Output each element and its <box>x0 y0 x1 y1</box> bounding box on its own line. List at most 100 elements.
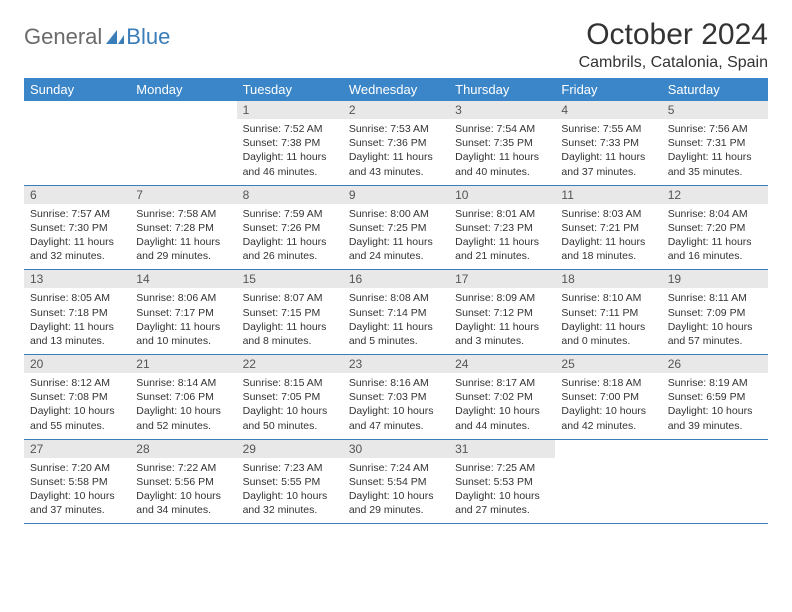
location: Cambrils, Catalonia, Spain <box>579 54 768 72</box>
day-details: Sunrise: 8:15 AMSunset: 7:05 PMDaylight:… <box>237 373 343 439</box>
calendar-day-cell: 11Sunrise: 8:03 AMSunset: 7:21 PMDayligh… <box>555 185 661 270</box>
day-number: 25 <box>555 355 661 373</box>
header: General Blue October 2024 Cambrils, Cata… <box>24 18 768 72</box>
day-details: Sunrise: 8:14 AMSunset: 7:06 PMDaylight:… <box>130 373 236 439</box>
logo-text-blue: Blue <box>126 24 170 50</box>
calendar-day-cell: 8Sunrise: 7:59 AMSunset: 7:26 PMDaylight… <box>237 185 343 270</box>
day-details: Sunrise: 8:05 AMSunset: 7:18 PMDaylight:… <box>24 288 130 354</box>
day-details: Sunrise: 7:20 AMSunset: 5:58 PMDaylight:… <box>24 458 130 524</box>
calendar-day-cell: 31Sunrise: 7:25 AMSunset: 5:53 PMDayligh… <box>449 439 555 524</box>
day-number: 8 <box>237 186 343 204</box>
day-details: Sunrise: 8:18 AMSunset: 7:00 PMDaylight:… <box>555 373 661 439</box>
day-number: 30 <box>343 440 449 458</box>
calendar-day-cell: 28Sunrise: 7:22 AMSunset: 5:56 PMDayligh… <box>130 439 236 524</box>
calendar-day-cell: 4Sunrise: 7:55 AMSunset: 7:33 PMDaylight… <box>555 101 661 185</box>
day-number: 24 <box>449 355 555 373</box>
calendar-day-cell: 5Sunrise: 7:56 AMSunset: 7:31 PMDaylight… <box>662 101 768 185</box>
calendar-week-row: 1Sunrise: 7:52 AMSunset: 7:38 PMDaylight… <box>24 101 768 185</box>
calendar-week-row: 20Sunrise: 8:12 AMSunset: 7:08 PMDayligh… <box>24 355 768 440</box>
day-number: 23 <box>343 355 449 373</box>
calendar-day-cell: 15Sunrise: 8:07 AMSunset: 7:15 PMDayligh… <box>237 270 343 355</box>
calendar-day-cell: 19Sunrise: 8:11 AMSunset: 7:09 PMDayligh… <box>662 270 768 355</box>
calendar-day-cell: 14Sunrise: 8:06 AMSunset: 7:17 PMDayligh… <box>130 270 236 355</box>
weekday-header: Saturday <box>662 78 768 101</box>
title-block: October 2024 Cambrils, Catalonia, Spain <box>579 18 768 72</box>
day-number: 20 <box>24 355 130 373</box>
day-details: Sunrise: 8:12 AMSunset: 7:08 PMDaylight:… <box>24 373 130 439</box>
calendar-day-cell: 2Sunrise: 7:53 AMSunset: 7:36 PMDaylight… <box>343 101 449 185</box>
calendar-day-cell <box>24 101 130 185</box>
calendar-day-cell: 6Sunrise: 7:57 AMSunset: 7:30 PMDaylight… <box>24 185 130 270</box>
day-number: 11 <box>555 186 661 204</box>
calendar-day-cell: 17Sunrise: 8:09 AMSunset: 7:12 PMDayligh… <box>449 270 555 355</box>
day-details: Sunrise: 7:55 AMSunset: 7:33 PMDaylight:… <box>555 119 661 185</box>
weekday-header: Thursday <box>449 78 555 101</box>
calendar-day-cell: 23Sunrise: 8:16 AMSunset: 7:03 PMDayligh… <box>343 355 449 440</box>
calendar-day-cell: 13Sunrise: 8:05 AMSunset: 7:18 PMDayligh… <box>24 270 130 355</box>
day-details: Sunrise: 7:23 AMSunset: 5:55 PMDaylight:… <box>237 458 343 524</box>
day-details: Sunrise: 8:09 AMSunset: 7:12 PMDaylight:… <box>449 288 555 354</box>
day-details: Sunrise: 8:07 AMSunset: 7:15 PMDaylight:… <box>237 288 343 354</box>
day-details: Sunrise: 8:19 AMSunset: 6:59 PMDaylight:… <box>662 373 768 439</box>
month-title: October 2024 <box>579 18 768 52</box>
day-details: Sunrise: 7:59 AMSunset: 7:26 PMDaylight:… <box>237 204 343 270</box>
day-details: Sunrise: 7:56 AMSunset: 7:31 PMDaylight:… <box>662 119 768 185</box>
day-details: Sunrise: 7:58 AMSunset: 7:28 PMDaylight:… <box>130 204 236 270</box>
day-details: Sunrise: 7:24 AMSunset: 5:54 PMDaylight:… <box>343 458 449 524</box>
calendar-week-row: 13Sunrise: 8:05 AMSunset: 7:18 PMDayligh… <box>24 270 768 355</box>
day-details: Sunrise: 8:11 AMSunset: 7:09 PMDaylight:… <box>662 288 768 354</box>
day-number: 28 <box>130 440 236 458</box>
day-details: Sunrise: 8:04 AMSunset: 7:20 PMDaylight:… <box>662 204 768 270</box>
logo-text-general: General <box>24 24 102 50</box>
day-number: 31 <box>449 440 555 458</box>
calendar-week-row: 6Sunrise: 7:57 AMSunset: 7:30 PMDaylight… <box>24 185 768 270</box>
day-details: Sunrise: 7:52 AMSunset: 7:38 PMDaylight:… <box>237 119 343 185</box>
calendar-table: SundayMondayTuesdayWednesdayThursdayFrid… <box>24 78 768 524</box>
calendar-day-cell: 25Sunrise: 8:18 AMSunset: 7:00 PMDayligh… <box>555 355 661 440</box>
calendar-day-cell: 26Sunrise: 8:19 AMSunset: 6:59 PMDayligh… <box>662 355 768 440</box>
day-number: 3 <box>449 101 555 119</box>
calendar-day-cell <box>555 439 661 524</box>
day-number: 16 <box>343 270 449 288</box>
day-number: 7 <box>130 186 236 204</box>
calendar-head: SundayMondayTuesdayWednesdayThursdayFrid… <box>24 78 768 101</box>
calendar-day-cell: 21Sunrise: 8:14 AMSunset: 7:06 PMDayligh… <box>130 355 236 440</box>
day-number: 29 <box>237 440 343 458</box>
day-details: Sunrise: 8:03 AMSunset: 7:21 PMDaylight:… <box>555 204 661 270</box>
logo: General Blue <box>24 24 170 50</box>
calendar-week-row: 27Sunrise: 7:20 AMSunset: 5:58 PMDayligh… <box>24 439 768 524</box>
day-number: 18 <box>555 270 661 288</box>
day-number: 5 <box>662 101 768 119</box>
day-number: 9 <box>343 186 449 204</box>
day-details: Sunrise: 8:17 AMSunset: 7:02 PMDaylight:… <box>449 373 555 439</box>
calendar-day-cell <box>130 101 236 185</box>
day-details: Sunrise: 8:00 AMSunset: 7:25 PMDaylight:… <box>343 204 449 270</box>
day-details: Sunrise: 8:16 AMSunset: 7:03 PMDaylight:… <box>343 373 449 439</box>
day-number: 4 <box>555 101 661 119</box>
day-number: 22 <box>237 355 343 373</box>
day-number: 1 <box>237 101 343 119</box>
calendar-day-cell: 22Sunrise: 8:15 AMSunset: 7:05 PMDayligh… <box>237 355 343 440</box>
weekday-header: Wednesday <box>343 78 449 101</box>
day-number: 10 <box>449 186 555 204</box>
weekday-header: Sunday <box>24 78 130 101</box>
calendar-day-cell: 12Sunrise: 8:04 AMSunset: 7:20 PMDayligh… <box>662 185 768 270</box>
day-number: 13 <box>24 270 130 288</box>
day-number: 14 <box>130 270 236 288</box>
day-details: Sunrise: 7:53 AMSunset: 7:36 PMDaylight:… <box>343 119 449 185</box>
day-number: 12 <box>662 186 768 204</box>
day-details: Sunrise: 8:01 AMSunset: 7:23 PMDaylight:… <box>449 204 555 270</box>
calendar-day-cell: 3Sunrise: 7:54 AMSunset: 7:35 PMDaylight… <box>449 101 555 185</box>
day-details: Sunrise: 7:25 AMSunset: 5:53 PMDaylight:… <box>449 458 555 524</box>
weekday-header: Tuesday <box>237 78 343 101</box>
calendar-day-cell: 20Sunrise: 8:12 AMSunset: 7:08 PMDayligh… <box>24 355 130 440</box>
calendar-day-cell: 24Sunrise: 8:17 AMSunset: 7:02 PMDayligh… <box>449 355 555 440</box>
weekday-header: Monday <box>130 78 236 101</box>
day-details: Sunrise: 8:06 AMSunset: 7:17 PMDaylight:… <box>130 288 236 354</box>
calendar-day-cell: 9Sunrise: 8:00 AMSunset: 7:25 PMDaylight… <box>343 185 449 270</box>
day-details: Sunrise: 7:54 AMSunset: 7:35 PMDaylight:… <box>449 119 555 185</box>
weekday-header: Friday <box>555 78 661 101</box>
day-number: 26 <box>662 355 768 373</box>
day-number: 17 <box>449 270 555 288</box>
calendar-day-cell: 16Sunrise: 8:08 AMSunset: 7:14 PMDayligh… <box>343 270 449 355</box>
